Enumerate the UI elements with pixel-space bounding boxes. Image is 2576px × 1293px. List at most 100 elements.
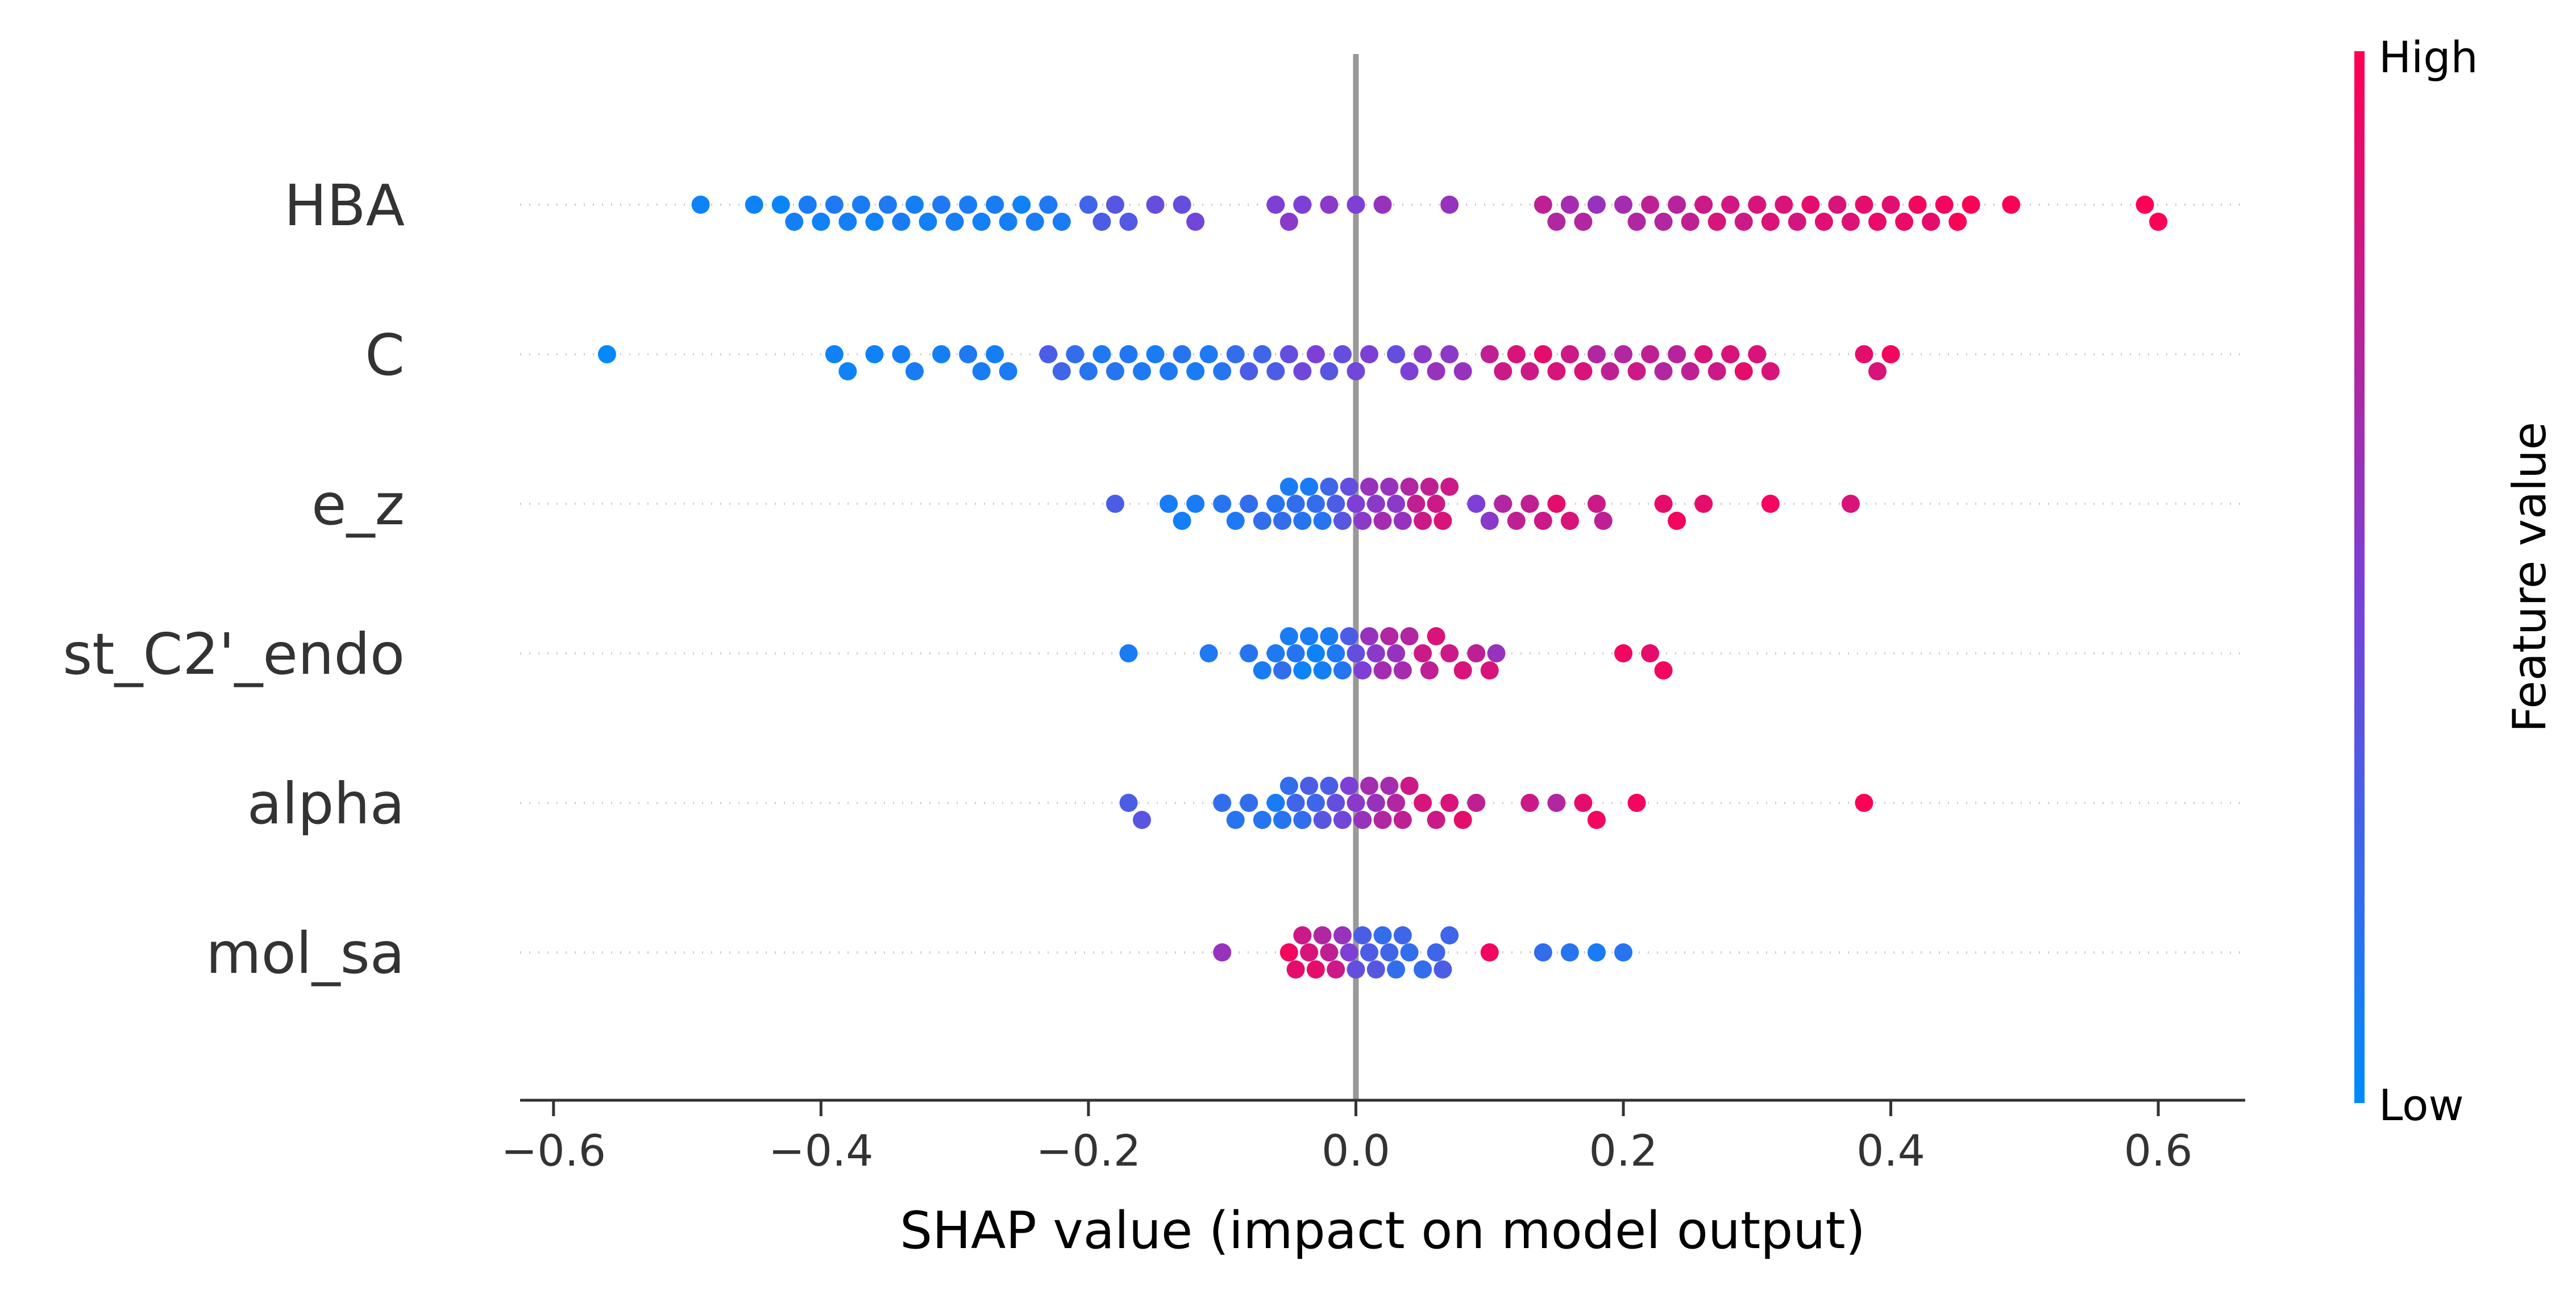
shap-point <box>1306 644 1325 662</box>
shap-point <box>1320 196 1339 214</box>
shap-point <box>1347 196 1365 214</box>
shap-point <box>1347 362 1365 380</box>
shap-point <box>1119 644 1138 662</box>
shap-point <box>1574 362 1593 380</box>
shap-point <box>771 196 790 214</box>
shap-point <box>1380 943 1399 962</box>
shap-point <box>1360 478 1378 496</box>
shap-point <box>1279 345 1298 363</box>
shap-points <box>597 196 2168 979</box>
shap-point <box>1881 196 1900 214</box>
shap-point <box>1400 362 1419 380</box>
shap-point <box>1440 196 1459 214</box>
shap-point <box>1279 943 1298 962</box>
shap-point <box>1641 196 1660 214</box>
shap-point <box>1327 495 1345 513</box>
shap-point <box>1293 811 1312 829</box>
shap-point <box>1279 213 1298 231</box>
feature-label: HBA <box>284 172 405 239</box>
shap-point <box>1387 495 1406 513</box>
shap-point <box>1614 644 1632 662</box>
shap-point <box>1434 960 1452 979</box>
shap-point <box>1668 196 1686 214</box>
shap-point <box>1320 627 1339 645</box>
shap-point <box>1160 495 1178 513</box>
shap-point <box>1828 196 1847 214</box>
shap-point <box>1841 495 1860 513</box>
shap-point <box>1801 196 1820 214</box>
shap-point <box>1333 345 1352 363</box>
shap-point <box>1387 644 1406 662</box>
shap-point <box>1273 811 1292 829</box>
shap-point <box>1414 794 1432 812</box>
shap-point <box>1734 362 1753 380</box>
shap-point <box>1340 478 1358 496</box>
colorbar-title: Feature value <box>2503 422 2556 732</box>
shap-point <box>1306 794 1325 812</box>
shap-point <box>1320 943 1339 962</box>
shap-point <box>1427 495 1445 513</box>
shap-point <box>1052 362 1071 380</box>
shap-point <box>1868 362 1887 380</box>
shap-point <box>1266 362 1285 380</box>
shap-point <box>1186 213 1205 231</box>
shap-point <box>1948 213 1967 231</box>
shap-point <box>1240 495 1258 513</box>
shap-point <box>1373 811 1392 829</box>
shap-point <box>1373 196 1392 214</box>
shap-point <box>1614 345 1632 363</box>
shap-point <box>1186 495 1205 513</box>
shap-point <box>1333 811 1352 829</box>
shap-point <box>1560 345 1579 363</box>
shap-point <box>1226 512 1245 530</box>
shap-point <box>1366 495 1385 513</box>
shap-point <box>1668 345 1686 363</box>
shap-point <box>1480 943 1499 962</box>
shap-point <box>1079 196 1098 214</box>
shap-point <box>1199 345 1218 363</box>
shap-point <box>1654 362 1673 380</box>
shap-point <box>1327 960 1345 979</box>
shap-point <box>1467 495 1486 513</box>
shap-point <box>1427 943 1445 962</box>
feature-label: e_z <box>311 471 405 538</box>
shap-point <box>1279 478 1298 496</box>
shap-point <box>1440 345 1459 363</box>
shap-point <box>1387 345 1406 363</box>
shap-point <box>1266 644 1285 662</box>
shap-point <box>1340 777 1358 795</box>
feature-gridlines <box>520 204 2245 954</box>
shap-point <box>1614 943 1632 962</box>
shap-point <box>1119 213 1138 231</box>
shap-point <box>1393 661 1412 679</box>
shap-point <box>1594 512 1613 530</box>
shap-point <box>1681 213 1700 231</box>
shap-point <box>1400 943 1419 962</box>
shap-point <box>1547 495 1566 513</box>
shap-point <box>1480 512 1499 530</box>
shap-point <box>1487 644 1506 662</box>
x-axis-ticks: −0.6 −0.4 −0.2 0.0 0.2 0.4 0.6 <box>501 1100 2193 1176</box>
shap-point <box>1306 495 1325 513</box>
shap-point <box>1373 512 1392 530</box>
shap-point <box>1748 196 1767 214</box>
shap-point <box>1775 196 1793 214</box>
shap-point <box>1320 478 1339 496</box>
shap-point <box>1761 213 1780 231</box>
shap-point <box>1414 644 1432 662</box>
shap-point <box>1962 196 1980 214</box>
shap-point <box>878 196 897 214</box>
shap-point <box>986 196 1004 214</box>
shap-point <box>1106 495 1124 513</box>
shap-point <box>1366 960 1385 979</box>
shap-point <box>1534 345 1552 363</box>
shap-point <box>1213 362 1232 380</box>
shap-point <box>1300 777 1319 795</box>
shap-point <box>1279 627 1298 645</box>
shap-point <box>1627 213 1646 231</box>
shap-point <box>1788 213 1806 231</box>
shap-point <box>1574 794 1593 812</box>
shap-point <box>1340 627 1358 645</box>
